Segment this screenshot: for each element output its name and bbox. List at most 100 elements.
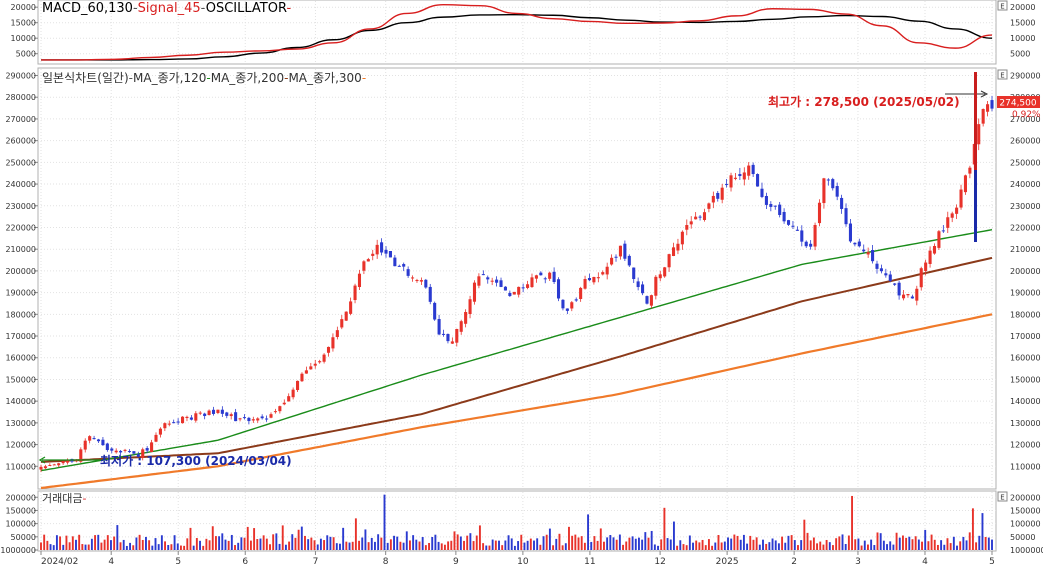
volume-bar xyxy=(638,537,640,550)
candle xyxy=(371,249,375,261)
candle xyxy=(955,204,959,220)
volume-bar xyxy=(612,537,615,550)
volume-bar xyxy=(310,537,313,550)
svg-text:E: E xyxy=(1000,72,1004,80)
volume-bar xyxy=(319,538,322,550)
volume-bar xyxy=(269,544,271,550)
x-tick-label: 3 xyxy=(855,557,861,567)
candle xyxy=(203,412,207,420)
candle xyxy=(331,333,335,352)
volume-bar xyxy=(167,544,170,550)
candle xyxy=(579,286,583,302)
y-tick-label-left: 140000 xyxy=(5,397,36,406)
volume-bar xyxy=(762,539,764,550)
volume-bar xyxy=(475,535,478,550)
volume-bar xyxy=(539,544,542,550)
volume-bar xyxy=(243,537,246,550)
volume-bar xyxy=(523,542,526,550)
volume-bar xyxy=(55,535,58,550)
candle xyxy=(291,387,295,400)
candle xyxy=(88,435,92,444)
candle xyxy=(963,174,968,195)
volume-bar xyxy=(100,542,103,550)
volume-bar xyxy=(291,534,294,550)
volume-bar xyxy=(914,536,917,550)
volume-bar xyxy=(987,537,990,550)
volume-bar xyxy=(364,529,367,550)
volume-bar xyxy=(106,535,109,550)
volume-bar xyxy=(851,495,854,550)
volume-bar xyxy=(380,537,383,550)
volume-bar xyxy=(863,540,866,550)
title-part-4: OSCILLATOR xyxy=(206,1,287,16)
volume-bar xyxy=(367,542,370,550)
volume-bar xyxy=(246,526,249,550)
candle xyxy=(543,276,547,284)
price-settings-icon[interactable]: E xyxy=(997,69,1008,80)
candle xyxy=(844,203,848,227)
volume-bar xyxy=(545,534,548,550)
candle xyxy=(287,393,291,402)
candle xyxy=(216,409,220,415)
volume-bar xyxy=(660,539,663,550)
volume-bar xyxy=(513,545,516,550)
volume-bar xyxy=(975,542,978,550)
candle xyxy=(114,448,118,454)
volume-bar xyxy=(952,536,955,550)
candle xyxy=(181,416,185,424)
candle xyxy=(150,439,154,453)
volume-bar xyxy=(186,538,189,550)
candle xyxy=(362,260,366,275)
macd-panel-frame xyxy=(37,0,997,65)
volume-bar xyxy=(800,540,803,550)
candle xyxy=(539,271,543,276)
y-tick-label-right: 200000 xyxy=(1010,493,1041,502)
volume-bar xyxy=(548,528,551,550)
volume-bar xyxy=(383,494,386,550)
y-tick-label-left: 1000000 xyxy=(0,546,36,555)
candle xyxy=(380,238,384,256)
candle xyxy=(158,427,162,438)
volume-bar xyxy=(647,537,650,550)
candle xyxy=(211,406,216,416)
x-tick-label: 5 xyxy=(175,557,181,567)
volume-bar xyxy=(816,543,819,550)
macd-panel-title: MACD_60,130-Signal_45-OSCILLATOR- xyxy=(42,1,291,16)
candlestick-series xyxy=(39,95,994,473)
volume-bar xyxy=(631,536,634,550)
volume-bar xyxy=(889,541,892,550)
candle xyxy=(397,264,401,267)
volume-bar xyxy=(294,537,297,550)
volume-bar xyxy=(615,539,618,550)
volume-bar xyxy=(179,545,182,550)
volume-settings-icon[interactable]: E xyxy=(997,491,1008,502)
macd-settings-icon[interactable]: E xyxy=(997,0,1008,11)
volume-bar xyxy=(345,541,348,550)
volume-bar xyxy=(978,535,981,550)
volume-bar xyxy=(129,542,132,550)
volume-bar xyxy=(564,543,567,550)
volume-bar xyxy=(571,535,574,550)
volume-bar xyxy=(704,545,707,550)
y-tick-label-left: 280000 xyxy=(5,93,36,102)
candle xyxy=(928,246,932,268)
candle xyxy=(667,253,671,272)
volume-bar xyxy=(921,541,923,550)
volume-bar xyxy=(421,537,424,550)
volume-bar xyxy=(281,525,284,550)
volume-bar xyxy=(377,534,380,550)
volume-bar xyxy=(393,535,395,550)
candle xyxy=(804,240,808,248)
y-tick-label-right: 220000 xyxy=(1010,223,1041,232)
candle xyxy=(698,215,702,221)
candle xyxy=(614,254,618,262)
macd-series xyxy=(41,4,993,61)
volume-bar xyxy=(272,534,275,550)
volume-bar xyxy=(116,525,119,550)
x-tick-label: 2 xyxy=(791,557,797,567)
volume-bar xyxy=(151,545,154,550)
volume-bar xyxy=(78,534,81,550)
volume-bar xyxy=(214,536,217,550)
volume-bar xyxy=(940,540,943,550)
candle xyxy=(260,414,264,420)
